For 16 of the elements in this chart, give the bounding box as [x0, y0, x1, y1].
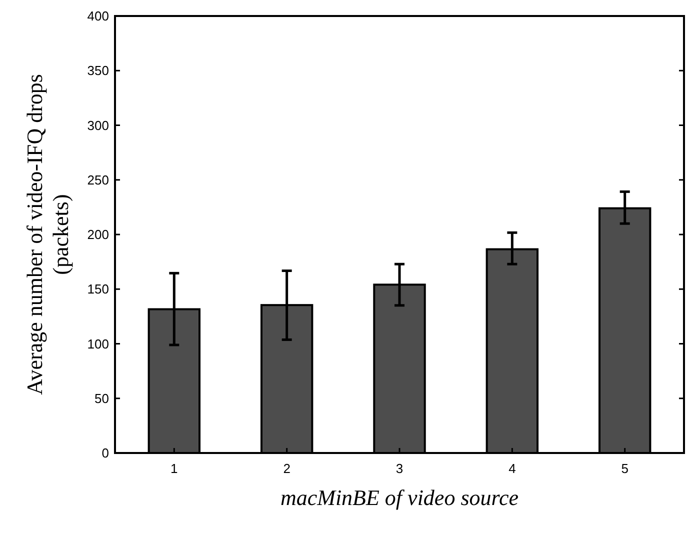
x-tick-label: 5: [621, 461, 628, 476]
x-tick-label: 4: [508, 461, 516, 476]
y-tick-label: 250: [87, 172, 109, 188]
y-tick-label: 400: [87, 8, 109, 24]
y-tick-label: 150: [87, 282, 109, 297]
y-axis-title: Average number of video-IFQ drops (packets): [22, 74, 73, 395]
y-tick-label: 200: [87, 227, 109, 242]
y-tick-label: 300: [87, 118, 109, 133]
x-axis-title: macMinBE of video source: [280, 485, 519, 510]
y-tick-label: 50: [94, 390, 109, 406]
y-tick-label: 0: [102, 446, 109, 461]
x-tick-label: 1: [170, 461, 178, 476]
y-tick-label: 350: [87, 63, 109, 78]
y-tick-label: 100: [87, 336, 109, 352]
x-tick-label: 2: [283, 461, 290, 476]
x-tick-label: 3: [396, 461, 404, 476]
